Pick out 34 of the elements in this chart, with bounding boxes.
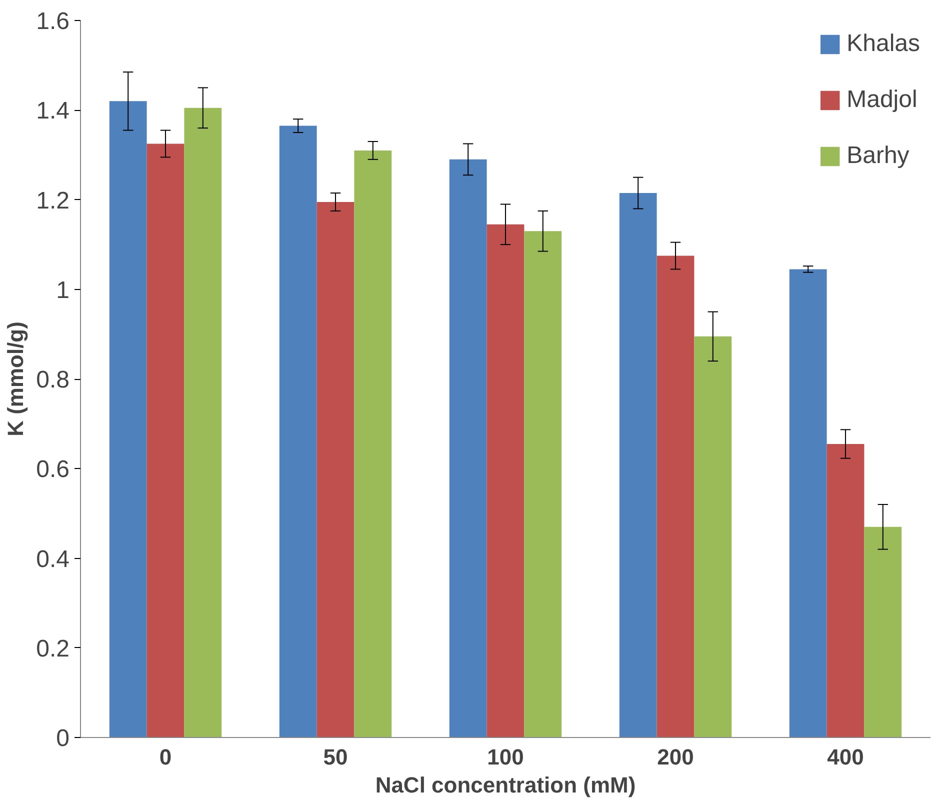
bar bbox=[826, 444, 864, 738]
y-tick-label: 0.6 bbox=[36, 456, 70, 484]
x-axis-title: NaCl concentration (mM) bbox=[375, 772, 636, 798]
bar bbox=[354, 150, 392, 738]
bar bbox=[486, 224, 524, 738]
y-tick-label: 1.2 bbox=[36, 187, 70, 214]
bar bbox=[146, 144, 184, 738]
y-tick-label: 1.4 bbox=[36, 98, 70, 125]
bar bbox=[184, 108, 222, 738]
y-tick-label: 1.6 bbox=[36, 8, 70, 35]
legend-label: Barhy bbox=[846, 142, 910, 170]
y-axis-title: K (mmol/g) bbox=[3, 322, 28, 436]
bar bbox=[279, 126, 317, 738]
y-tick-label: 1 bbox=[56, 276, 70, 304]
x-tick-label: 200 bbox=[657, 744, 694, 770]
y-tick-label: 0.4 bbox=[36, 546, 70, 573]
bar bbox=[864, 526, 902, 738]
y-tick-label: 0.2 bbox=[36, 635, 70, 662]
x-tick-label: 400 bbox=[827, 744, 864, 770]
legend-label: Khalas bbox=[846, 30, 920, 58]
x-tick-label: 50 bbox=[323, 744, 348, 770]
bar bbox=[694, 336, 732, 738]
bar bbox=[449, 159, 487, 738]
bar bbox=[619, 193, 657, 738]
bar bbox=[316, 202, 354, 738]
bar bbox=[656, 256, 694, 738]
x-tick-label: 100 bbox=[487, 744, 524, 770]
bar bbox=[524, 231, 562, 738]
x-tick-label: 0 bbox=[159, 744, 172, 770]
bar bbox=[109, 101, 147, 738]
y-tick-label: 0 bbox=[56, 725, 70, 752]
legend-label: Madjol bbox=[846, 86, 918, 114]
bar bbox=[789, 269, 827, 738]
y-tick-label: 0.8 bbox=[36, 366, 70, 394]
